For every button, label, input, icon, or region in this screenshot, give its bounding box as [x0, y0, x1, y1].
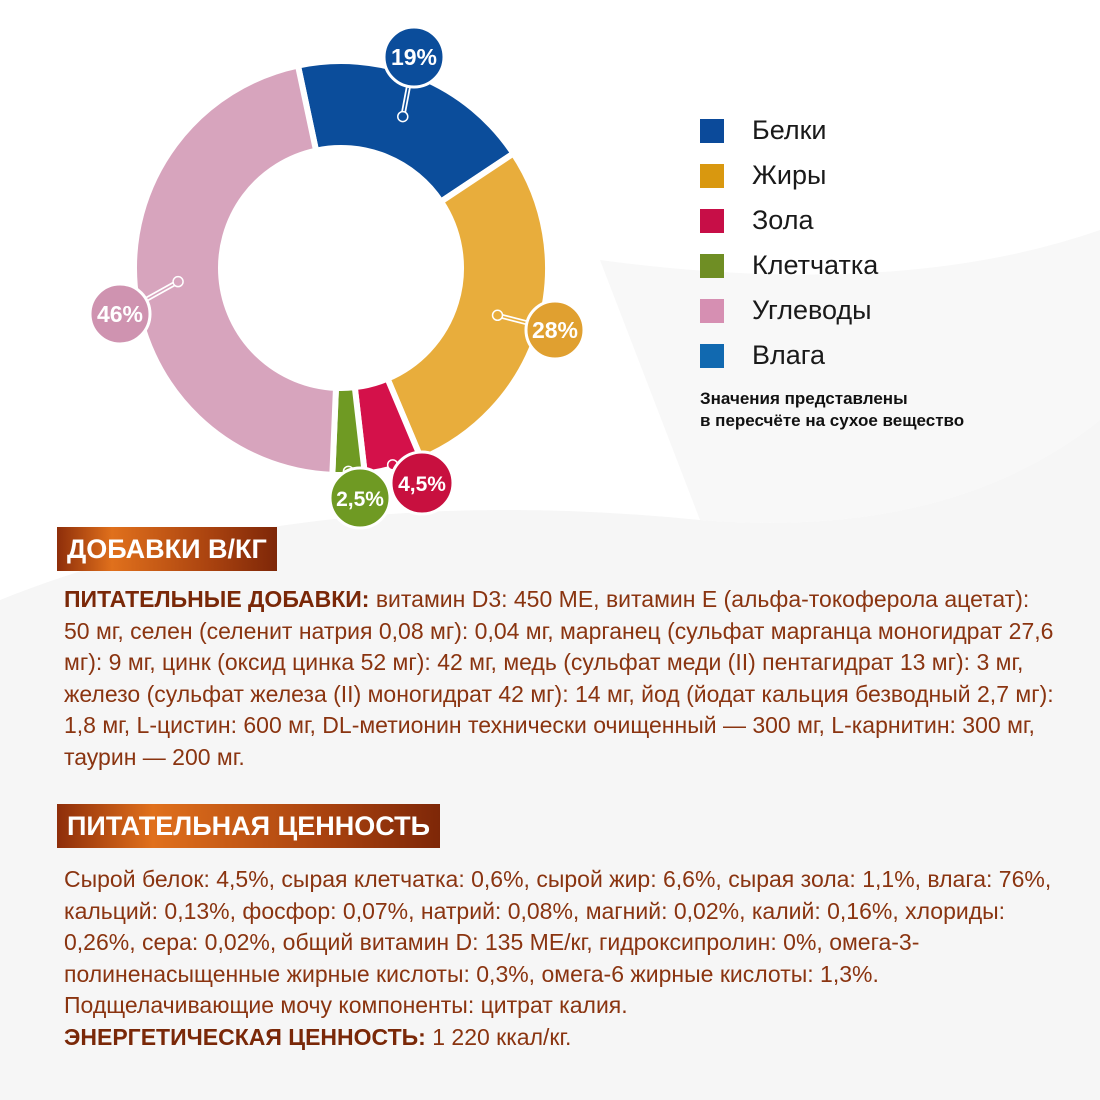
- value-label: 19%: [391, 44, 437, 70]
- additives-text: ПИТАТЕЛЬНЫЕ ДОБАВКИ: витамин D3: 450 МЕ,…: [64, 584, 1054, 773]
- legend-label: Жиры: [752, 160, 827, 190]
- dry-matter-note: Значения представлены в пересчёте на сух…: [700, 388, 964, 432]
- legend-swatch: [700, 208, 724, 233]
- donut-segment: [131, 61, 340, 478]
- legend-item: Клетчатка: [700, 243, 878, 288]
- legend-label: Клетчатка: [752, 250, 879, 280]
- note-line: в пересчёте на сухое вещество: [700, 411, 965, 430]
- legend-item: Белки: [700, 108, 878, 153]
- legend-item: Зола: [700, 198, 878, 243]
- value-badge: [88, 282, 152, 346]
- legend-swatch: [700, 163, 724, 188]
- value-label: 2,5%: [336, 488, 384, 511]
- nutrition-heading: ПИТАТЕЛЬНАЯ ЦЕННОСТЬ: [57, 804, 440, 848]
- donut-segment: [294, 58, 518, 206]
- donut-segment: [383, 149, 551, 463]
- value-badge: [389, 450, 455, 516]
- value-label: 4,5%: [398, 473, 446, 496]
- value-badge: [328, 466, 392, 530]
- value-badge: [524, 299, 586, 361]
- legend-label: Влага: [752, 340, 826, 370]
- nutrition-body: Сырой белок: 4,5%, сырая клетчатка: 0,6%…: [64, 866, 1052, 1018]
- value-label: 28%: [532, 317, 578, 343]
- legend-label: Зола: [752, 205, 814, 235]
- energy-value: 1 220 ккал/кг.: [425, 1023, 572, 1050]
- legend-item: Влага: [700, 333, 878, 378]
- legend-swatch: [700, 343, 724, 368]
- label-anchor-dot: [397, 110, 409, 123]
- additives-lead: ПИТАТЕЛЬНЫЕ ДОБАВКИ:: [64, 586, 370, 612]
- additives-heading: ДОБАВКИ В/КГ: [57, 527, 277, 571]
- energy-label: ЭНЕРГЕТИЧЕСКАЯ ЦЕННОСТЬ:: [64, 1023, 426, 1050]
- legend-item: Жиры: [700, 153, 878, 198]
- legend-swatch: [700, 298, 724, 323]
- value-label: 46%: [97, 301, 143, 327]
- legend-swatch: [700, 253, 724, 278]
- note-line: Значения представлены: [700, 389, 908, 408]
- donut-chart: 19% 28% 4,5% 2,5% 46%: [88, 25, 586, 530]
- additives-body: витамин D3: 450 МЕ, витамин Е (альфа-ток…: [64, 586, 1054, 770]
- value-badge: [382, 25, 446, 89]
- nutrition-text: Сырой белок: 4,5%, сырая клетчатка: 0,6%…: [64, 864, 1054, 1053]
- legend-label: Углеводы: [752, 295, 872, 325]
- legend: Белки Жиры Зола Клетчатка Углеводы Влага: [700, 108, 878, 378]
- label-anchor-dot: [491, 309, 504, 322]
- legend-label: Белки: [752, 115, 827, 145]
- legend-item: Углеводы: [700, 288, 878, 333]
- legend-swatch: [700, 118, 724, 143]
- label-anchor-dot: [172, 275, 184, 288]
